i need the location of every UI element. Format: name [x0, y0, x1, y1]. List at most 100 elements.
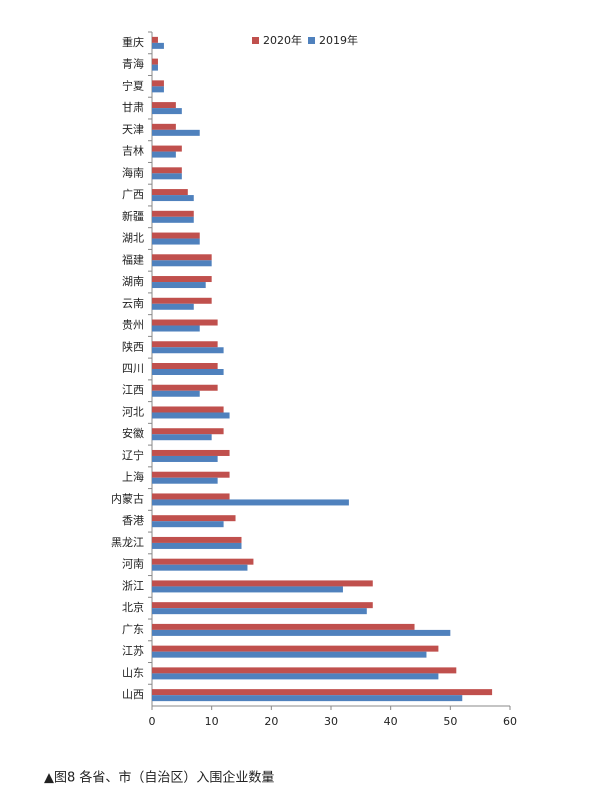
bar — [152, 667, 457, 674]
bar — [152, 695, 463, 702]
bar — [152, 412, 230, 419]
x-tick-label: 10 — [205, 715, 219, 728]
bar — [152, 260, 212, 267]
y-tick-label: 黑龙江 — [111, 536, 144, 549]
bar — [152, 564, 248, 571]
bar — [152, 80, 164, 87]
legend-swatch — [308, 37, 315, 44]
bar — [152, 36, 158, 43]
y-tick-label: 甘肃 — [122, 101, 144, 114]
bar — [152, 673, 439, 680]
y-tick-label: 山西 — [122, 688, 144, 701]
bar — [152, 645, 439, 652]
bar — [152, 145, 182, 152]
bar — [152, 434, 212, 441]
bar — [152, 86, 164, 93]
bar — [152, 319, 218, 326]
y-tick-label: 江西 — [122, 384, 144, 397]
legend-swatch — [252, 37, 259, 44]
y-tick-label: 宁夏 — [122, 78, 144, 92]
y-tick-label: 湖南 — [122, 275, 144, 288]
x-tick-label: 40 — [384, 715, 398, 728]
x-tick-label: 20 — [264, 715, 278, 728]
bar — [152, 406, 224, 413]
y-tick-label: 陕西 — [122, 339, 144, 353]
bar — [152, 303, 194, 310]
y-tick-label: 内蒙古 — [111, 491, 144, 505]
y-tick-label: 新疆 — [122, 209, 144, 223]
bar — [152, 341, 218, 348]
bar — [152, 123, 176, 130]
bar — [152, 129, 200, 136]
bar — [152, 254, 212, 261]
y-tick-label: 北京 — [122, 600, 144, 614]
y-tick-label: 重庆 — [122, 35, 144, 49]
bar — [152, 608, 367, 615]
bar — [152, 195, 194, 202]
x-tick-label: 30 — [324, 715, 338, 728]
bar — [152, 558, 254, 565]
legend-label: 2019年 — [319, 33, 358, 47]
y-tick-label: 香港 — [122, 514, 144, 527]
legend-label: 2020年 — [263, 33, 302, 47]
y-tick-label: 福建 — [122, 252, 144, 266]
bar — [152, 276, 212, 283]
bar — [152, 499, 349, 506]
bar — [152, 689, 493, 696]
bar — [152, 586, 343, 593]
y-tick-label: 四川 — [122, 362, 144, 375]
bar — [152, 151, 176, 158]
bar — [152, 238, 200, 245]
bar — [152, 167, 182, 174]
x-tick-label: 50 — [443, 715, 457, 728]
y-tick-label: 河北 — [122, 405, 144, 418]
y-tick-label: 广东 — [122, 623, 144, 636]
bar — [152, 455, 218, 462]
y-tick-label: 海南 — [122, 165, 144, 179]
x-tick-label: 60 — [503, 715, 517, 728]
bar — [152, 347, 224, 354]
bar — [152, 232, 200, 239]
x-tick-label: 0 — [149, 715, 156, 728]
y-tick-label: 青海 — [122, 57, 144, 71]
y-tick-label: 吉林 — [122, 144, 144, 158]
bar — [152, 390, 200, 397]
y-tick-label: 贵州 — [122, 319, 144, 332]
caption: ▲图8 各省、市（自治区）入围企业数量 — [44, 770, 274, 786]
bar — [152, 363, 218, 369]
y-tick-label: 广西 — [122, 188, 144, 201]
bar — [152, 542, 242, 549]
y-tick-label: 安徽 — [122, 426, 144, 440]
bar — [152, 515, 236, 522]
bar — [152, 282, 206, 289]
y-tick-label: 江苏 — [122, 645, 144, 658]
bar — [152, 384, 218, 391]
y-tick-label: 浙江 — [122, 579, 144, 592]
bar — [152, 580, 373, 587]
y-tick-label: 天津 — [122, 123, 144, 136]
y-tick-label: 上海 — [122, 470, 144, 484]
bar — [152, 428, 224, 435]
y-tick-label: 云南 — [122, 297, 144, 310]
bar — [152, 521, 224, 528]
bar — [152, 651, 427, 658]
bar — [152, 210, 194, 217]
bar — [152, 216, 194, 223]
bar — [152, 325, 200, 332]
bar — [152, 42, 164, 49]
bar — [152, 102, 176, 109]
bar — [152, 629, 451, 636]
bar — [152, 297, 212, 304]
bar — [152, 623, 415, 630]
y-tick-label: 山东 — [122, 666, 144, 679]
bar — [152, 173, 182, 180]
bar — [152, 493, 230, 500]
bar — [152, 369, 224, 375]
bar — [152, 108, 182, 115]
y-tick-label: 河南 — [122, 558, 144, 571]
bar — [152, 477, 218, 484]
bar — [152, 471, 230, 478]
bar — [152, 64, 158, 71]
bar — [152, 536, 242, 543]
